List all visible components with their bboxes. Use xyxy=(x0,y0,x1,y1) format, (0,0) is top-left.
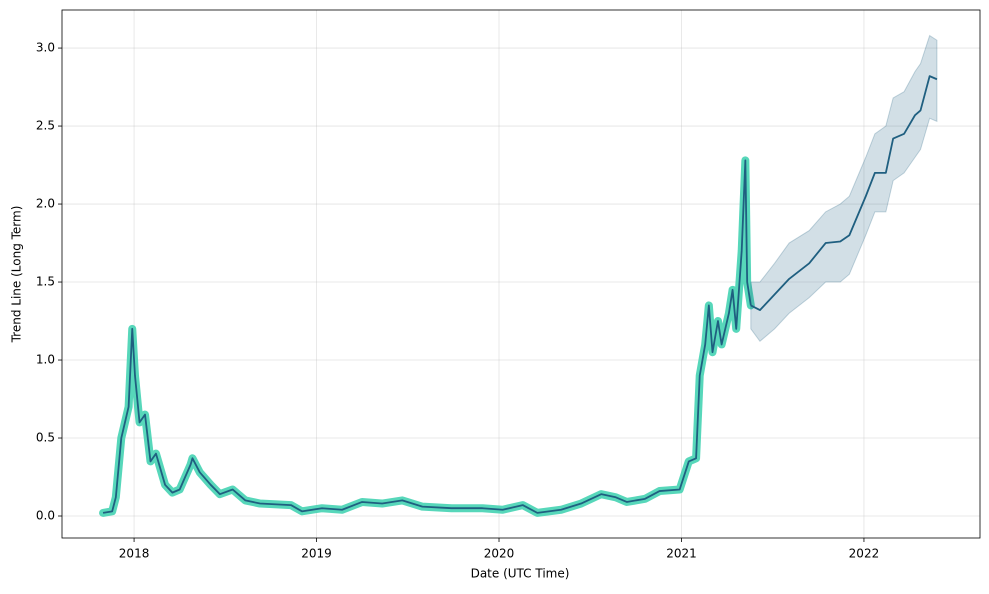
trend-line xyxy=(102,159,752,514)
confidence-band xyxy=(750,34,938,343)
x-tick-label: 2022 xyxy=(849,547,880,561)
y-tick-label: 0.5 xyxy=(36,431,55,445)
y-tick-label: 2.5 xyxy=(36,119,55,133)
x-tick-label: 2019 xyxy=(301,547,332,561)
y-tick-label: 1.0 xyxy=(36,353,55,367)
x-tick-label: 2020 xyxy=(484,547,515,561)
x-tick-label: 2021 xyxy=(666,547,697,561)
observed-highlight xyxy=(99,156,755,517)
x-tick-label: 2018 xyxy=(119,547,150,561)
y-axis-label: Trend Line (Long Term) xyxy=(10,206,24,344)
plot-frame xyxy=(61,9,981,539)
y-tick-label: 0.0 xyxy=(36,509,55,523)
y-tick-label: 3.0 xyxy=(36,41,55,55)
x-axis-label: Date (UTC Time) xyxy=(471,567,570,581)
y-tick-label: 1.5 xyxy=(36,275,55,289)
y-tick-label: 2.0 xyxy=(36,197,55,211)
trend-line xyxy=(750,75,938,312)
